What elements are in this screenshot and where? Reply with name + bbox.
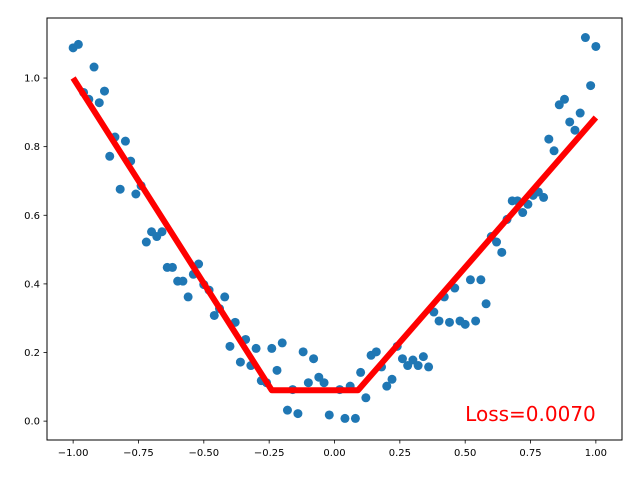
data-point xyxy=(120,136,130,146)
y-tick-label: 0.6 xyxy=(24,211,40,222)
loss-annotation: Loss=0.0070 xyxy=(465,402,596,426)
data-point xyxy=(94,98,104,108)
data-point xyxy=(183,292,193,302)
data-point xyxy=(560,94,569,104)
axes-frame xyxy=(46,17,623,441)
data-point xyxy=(476,275,486,285)
data-point xyxy=(575,108,585,118)
data-point xyxy=(209,310,219,320)
data-point xyxy=(267,343,277,353)
fit-line xyxy=(70,76,599,394)
y-tick-label: 1.0 xyxy=(24,74,40,85)
data-point xyxy=(460,319,470,329)
data-point xyxy=(382,381,392,391)
annotation-layer: Loss=0.0070 xyxy=(465,402,596,426)
data-point xyxy=(298,347,308,357)
data-point xyxy=(251,343,261,353)
y-tick-label: 0.8 xyxy=(24,142,40,153)
data-point xyxy=(424,362,434,372)
data-point xyxy=(235,357,245,367)
data-point xyxy=(178,276,188,286)
data-point xyxy=(497,247,507,257)
data-point xyxy=(225,341,235,351)
x-tick-label: 1.00 xyxy=(585,448,607,459)
data-point xyxy=(309,354,319,364)
data-point xyxy=(115,184,125,194)
data-point xyxy=(518,208,528,218)
x-tick-label: 0.75 xyxy=(519,448,541,459)
data-point xyxy=(492,237,502,247)
data-point xyxy=(371,347,381,357)
data-point xyxy=(100,86,109,96)
data-point xyxy=(340,413,350,423)
data-point xyxy=(413,361,423,371)
data-point xyxy=(272,365,282,375)
data-point xyxy=(549,146,559,156)
data-point xyxy=(586,81,596,91)
x-axis: −1.00 −0.75 −0.50 −0.25 0.00 0.25 0.50 0.75 1.00 xyxy=(58,440,607,459)
data-point xyxy=(350,413,360,423)
data-point xyxy=(220,292,230,302)
data-point xyxy=(303,378,313,388)
x-tick-label: 0.50 xyxy=(454,448,476,459)
data-point xyxy=(544,134,554,144)
x-tick-label: −0.50 xyxy=(188,448,219,459)
data-point xyxy=(397,354,407,364)
data-point xyxy=(89,62,99,72)
data-point xyxy=(73,39,83,49)
data-point xyxy=(418,352,428,362)
data-point xyxy=(356,367,366,377)
x-tick-label: 0.25 xyxy=(389,448,411,459)
data-point xyxy=(282,405,292,415)
data-point xyxy=(319,378,329,388)
data-point xyxy=(105,151,115,161)
x-tick-label: −0.75 xyxy=(123,448,154,459)
x-tick-label: −0.25 xyxy=(254,448,285,459)
y-tick-label: 0.2 xyxy=(24,348,40,359)
data-point xyxy=(471,316,481,326)
plot-marks xyxy=(68,33,601,423)
data-point xyxy=(131,189,141,199)
y-tick-label: 0.4 xyxy=(24,279,40,290)
data-point xyxy=(277,338,287,348)
data-point xyxy=(167,262,177,272)
data-point xyxy=(539,192,549,202)
data-point xyxy=(324,410,334,420)
data-point xyxy=(591,41,601,51)
data-point xyxy=(580,33,590,43)
data-point xyxy=(157,227,167,237)
data-point xyxy=(141,237,151,247)
data-point xyxy=(570,125,580,135)
y-tick-label: 0.0 xyxy=(24,417,40,428)
y-axis: 0.0 0.2 0.4 0.6 0.8 1.0 xyxy=(24,74,47,428)
data-point xyxy=(565,117,575,127)
data-point xyxy=(445,317,454,327)
x-tick-label: 0.00 xyxy=(323,448,345,459)
data-point xyxy=(293,409,303,419)
data-point xyxy=(434,316,444,326)
data-point xyxy=(387,374,397,384)
data-point xyxy=(481,299,491,309)
x-tick-label: −1.00 xyxy=(58,448,89,459)
data-point xyxy=(361,393,371,403)
data-point xyxy=(465,275,475,285)
